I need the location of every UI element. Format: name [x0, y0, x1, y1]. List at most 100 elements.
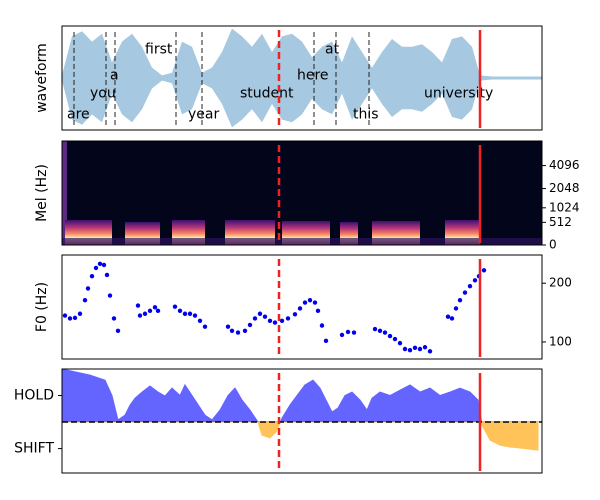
spectrogram-image — [62, 141, 542, 245]
f0-point — [315, 308, 321, 314]
f0-point — [137, 313, 143, 318]
f0-point — [285, 316, 291, 321]
f0-point — [155, 308, 161, 314]
f0-point — [377, 328, 383, 333]
y-tick-label: 100 — [549, 334, 572, 348]
f0-point — [257, 311, 263, 316]
y-tick-label: 200 — [549, 276, 572, 290]
f0-point — [262, 314, 268, 319]
f0-point — [177, 308, 183, 314]
f0-point — [323, 338, 329, 343]
word-label: first — [145, 41, 173, 57]
y-tick-label: 512 — [549, 215, 572, 229]
f0-point — [107, 293, 113, 298]
y-tick-label: 4096 — [549, 158, 580, 172]
f0-point — [279, 318, 285, 324]
f0-point — [302, 300, 308, 305]
f0-point — [307, 298, 313, 303]
f0-point — [345, 329, 351, 335]
y-axis-label: Mel (Hz) — [34, 164, 50, 222]
y-tick-label: 2048 — [549, 181, 580, 195]
word-label: university — [424, 86, 493, 102]
panel-frame — [61, 140, 543, 246]
f0-point — [382, 330, 388, 335]
f0-point — [252, 316, 258, 321]
panel-frame — [61, 368, 543, 474]
word-label: year — [188, 106, 219, 122]
f0-point — [225, 324, 231, 329]
y-tick-label: 0 — [549, 238, 557, 252]
f0-point — [235, 330, 241, 335]
word-label: are — [67, 106, 90, 122]
f0-point — [182, 311, 188, 316]
f0-point — [422, 345, 428, 350]
f0-point — [89, 273, 95, 279]
f0-point — [115, 328, 121, 333]
y-axis-label: F0 (Hz) — [34, 282, 50, 332]
f0-point — [172, 304, 178, 309]
word-label: a — [110, 67, 119, 83]
f0-point — [85, 286, 91, 291]
f0-point — [412, 345, 418, 351]
panel-frame — [61, 254, 543, 360]
f0-point — [467, 283, 473, 289]
f0-point — [319, 323, 325, 328]
f0-point — [427, 349, 433, 354]
f0-point — [93, 265, 99, 271]
y-tick-label: 1024 — [549, 200, 580, 214]
f0-point — [372, 326, 378, 332]
hold-area — [62, 369, 539, 422]
f0-point — [111, 316, 117, 321]
f0-point — [202, 324, 208, 329]
f0-point — [187, 311, 193, 316]
f0-point — [457, 298, 463, 303]
y-tick-label: SHIFT — [14, 441, 54, 457]
f0-point — [197, 318, 203, 324]
waveform — [62, 28, 542, 128]
word-label: at — [325, 41, 340, 57]
word-label: you — [90, 86, 116, 102]
f0-point — [192, 313, 198, 318]
f0-point — [312, 300, 318, 305]
f0-point — [67, 316, 73, 321]
f0-point — [449, 316, 455, 321]
f0-point — [72, 315, 78, 321]
f0-point — [462, 290, 468, 295]
word-label: this — [353, 106, 379, 122]
y-axis-label: waveform — [34, 43, 50, 113]
word-label: student — [240, 86, 294, 102]
f0-point — [472, 278, 478, 283]
f0-point — [292, 312, 298, 317]
f0-point — [229, 328, 235, 333]
f0-point — [351, 330, 357, 335]
f0-point — [453, 306, 459, 311]
f0-point — [77, 311, 83, 316]
y-tick-label: HOLD — [14, 388, 54, 404]
f0-point — [387, 333, 393, 339]
f0-point — [339, 332, 345, 338]
shift-area — [62, 422, 539, 451]
f0-point — [481, 268, 487, 273]
word-label: here — [297, 67, 329, 83]
f0-point — [407, 347, 413, 353]
panel-frame — [61, 25, 543, 131]
f0-point — [135, 303, 141, 308]
f0-point — [392, 336, 398, 342]
f0-point — [101, 262, 107, 268]
f0-point — [247, 322, 253, 328]
f0-point — [397, 340, 403, 346]
f0-point — [297, 306, 303, 311]
f0-point — [402, 346, 408, 352]
f0-point — [104, 272, 110, 278]
f0-point — [242, 328, 248, 333]
f0-point — [62, 313, 68, 318]
f0-point — [445, 314, 451, 319]
f0-point — [272, 320, 278, 325]
f0-point — [417, 346, 423, 352]
f0-point — [267, 318, 273, 324]
f0-point — [152, 305, 158, 310]
f0-point — [82, 298, 88, 303]
f0-point — [142, 311, 148, 316]
f0-point — [147, 308, 153, 314]
